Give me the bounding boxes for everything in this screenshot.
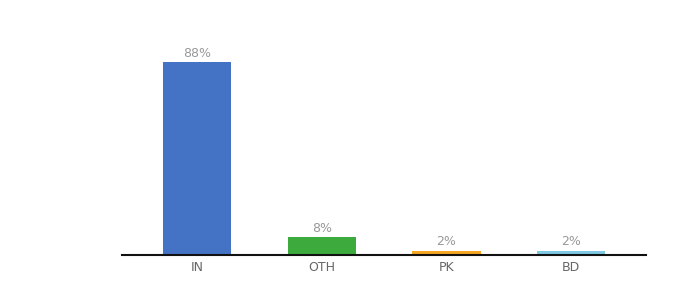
Text: 88%: 88% xyxy=(183,47,211,60)
Text: 8%: 8% xyxy=(312,222,332,235)
Text: 2%: 2% xyxy=(437,235,456,248)
Bar xyxy=(163,62,231,255)
Bar xyxy=(537,250,605,255)
Bar xyxy=(412,250,481,255)
Text: 2%: 2% xyxy=(561,235,581,248)
Bar xyxy=(288,238,356,255)
